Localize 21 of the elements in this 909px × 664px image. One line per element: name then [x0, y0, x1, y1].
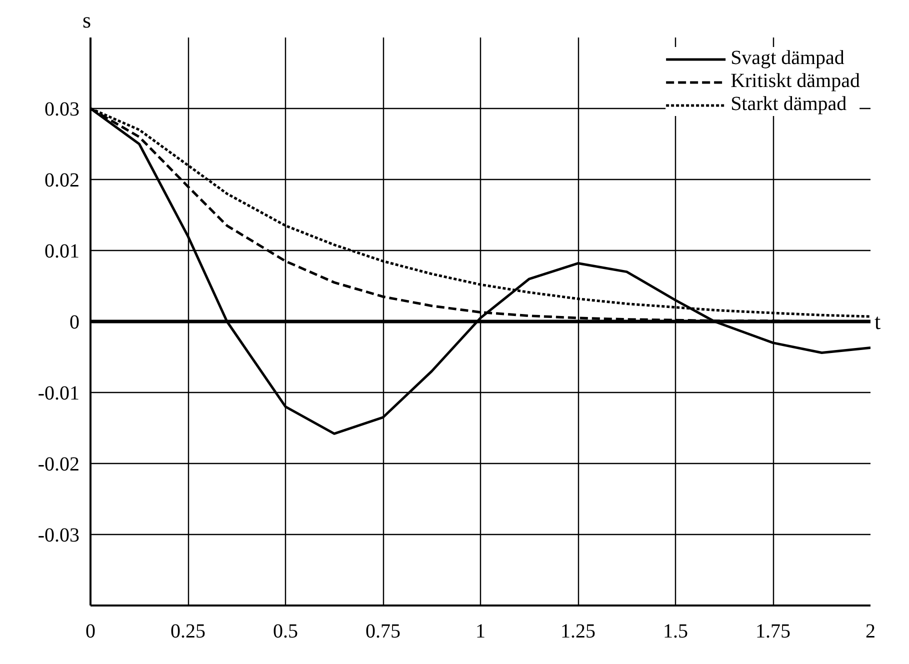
x-tick-label: 2 [866, 620, 876, 642]
x-axis-title: t [874, 309, 881, 334]
x-tick-label: 1 [476, 620, 486, 642]
y-tick-label: 0.03 [44, 98, 80, 120]
y-axis-title: s [82, 8, 92, 32]
x-tick-label: 0.25 [170, 620, 206, 642]
y-tick-label: 0 [70, 312, 80, 334]
x-tick-label: 0 [86, 620, 96, 642]
y-tick-label: 0.02 [44, 170, 80, 192]
x-tick-label: 1.75 [756, 620, 790, 642]
x-tick-label: 1.5 [663, 620, 688, 642]
x-tick-label: 0.5 [273, 620, 298, 642]
x-tick-label: 0.75 [366, 620, 400, 642]
legend-label: Kritiskt dämpad [730, 70, 860, 93]
y-tick-label: 0.01 [44, 240, 80, 262]
x-tick-label: 1.25 [560, 620, 596, 642]
y-tick-label: -0.02 [38, 454, 80, 476]
y-tick-label: -0.01 [38, 382, 80, 404]
legend-label: Starkt dämpad [730, 93, 847, 116]
y-tick-label: -0.03 [38, 524, 80, 546]
legend-label: Svagt dämpad [730, 47, 844, 70]
